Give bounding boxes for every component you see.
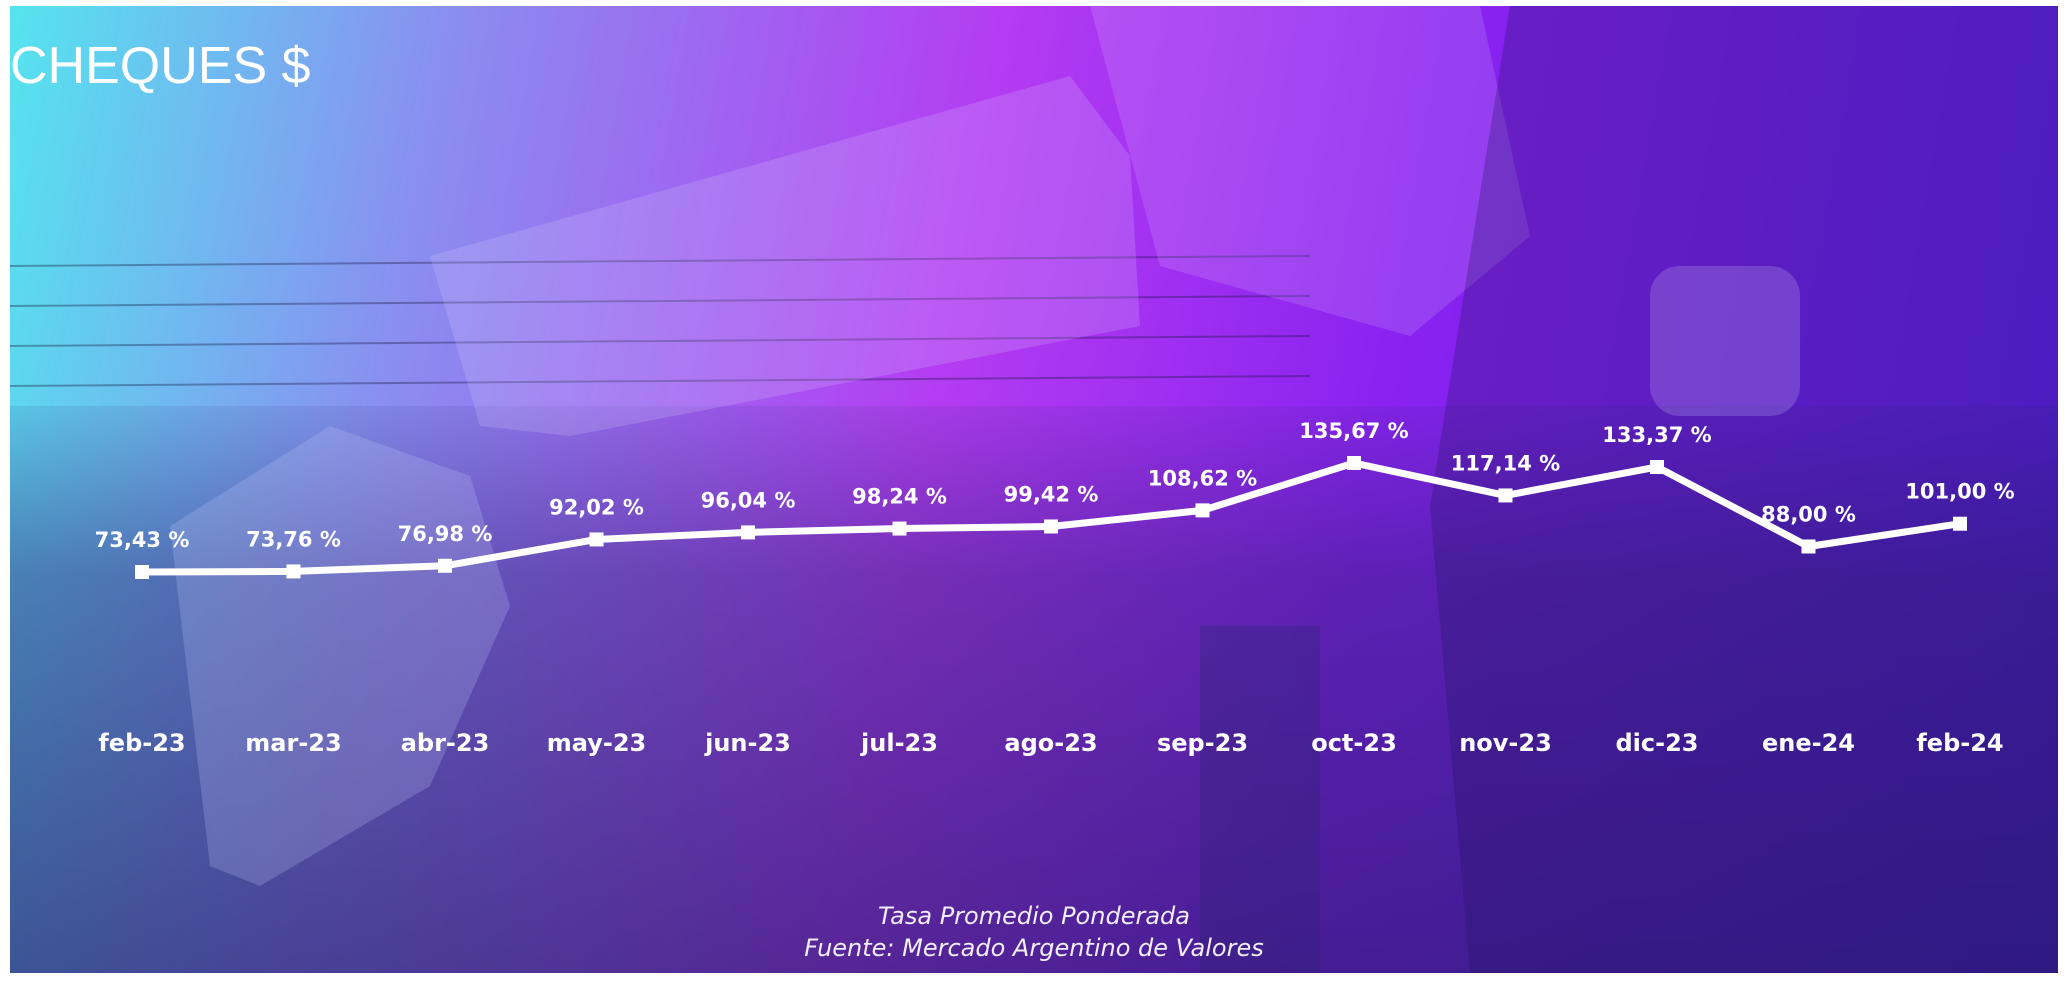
x-tick-label: jul-23 xyxy=(860,729,938,757)
data-label: 101,00 % xyxy=(1905,480,2014,504)
x-tick-label: feb-23 xyxy=(98,729,185,757)
data-point-marker xyxy=(1498,488,1513,503)
excavator-bucket xyxy=(170,426,510,886)
line-chart: 73,43 % 73,76 % 76,98 % 92,02 % 96,04 % 98,24… xyxy=(95,419,2015,757)
excavator-light xyxy=(1650,266,1800,416)
data-point-marker xyxy=(286,564,301,579)
data-label: 73,43 % xyxy=(95,528,190,552)
data-point-marker xyxy=(438,558,452,573)
data-label: 117,14 % xyxy=(1451,451,1560,475)
data-label: 92,02 % xyxy=(549,495,644,519)
series-line xyxy=(138,459,1964,576)
excavator-illustration xyxy=(10,6,2058,973)
excavator-boom xyxy=(1090,6,1530,336)
data-label: 108,62 % xyxy=(1148,466,1257,490)
data-point-marker xyxy=(741,525,755,540)
x-tick-label: feb-24 xyxy=(1916,729,2003,757)
data-label: 96,04 % xyxy=(701,488,796,512)
support-post xyxy=(1200,626,1320,973)
data-point-marker xyxy=(1347,456,1361,470)
data-point-marker xyxy=(589,532,604,547)
data-point-marker xyxy=(1195,503,1210,518)
footnote-rate-note: Tasa Promedio Ponderada xyxy=(878,902,1190,930)
chart-title: CHEQUES $ xyxy=(10,37,311,95)
x-tick-label: may-23 xyxy=(547,729,646,757)
x-tick-label: jun-23 xyxy=(704,729,791,757)
x-tick-label: oct-23 xyxy=(1311,729,1397,757)
data-point-marker xyxy=(1953,516,1967,531)
x-tick-label: ago-23 xyxy=(1004,729,1097,757)
x-tick-label: ene-24 xyxy=(1762,729,1855,757)
data-label: 99,42 % xyxy=(1004,482,1099,506)
data-point-marker xyxy=(135,565,149,579)
x-tick-label: abr-23 xyxy=(401,729,490,757)
data-label: 76,98 % xyxy=(398,522,493,546)
excavator-arm xyxy=(430,76,1140,436)
data-label: 73,76 % xyxy=(246,527,341,551)
x-tick-label: mar-23 xyxy=(245,729,341,757)
data-point-marker xyxy=(1801,539,1816,554)
markers-group xyxy=(135,456,1967,579)
background-photo-panel: 73,43 % 73,76 % 76,98 % 92,02 % 96,04 % 98,24… xyxy=(10,6,2058,973)
x-tick-label: nov-23 xyxy=(1459,729,1552,757)
footnote-source: Fuente: Mercado Argentino de Valores xyxy=(804,934,1264,962)
x-tick-label: sep-23 xyxy=(1157,729,1248,757)
data-label: 88,00 % xyxy=(1761,502,1856,526)
safety-net xyxy=(10,255,1311,387)
data-label: 133,37 % xyxy=(1602,423,1711,447)
excavator-cab xyxy=(1430,6,2058,973)
data-point-marker xyxy=(1650,460,1664,475)
data-label: 135,67 % xyxy=(1299,419,1408,443)
data-labels-group: 73,43 % 73,76 % 76,98 % 92,02 % 96,04 % 98,24… xyxy=(95,419,2015,552)
x-axis-tick-labels: feb-23 mar-23 abr-23 may-23 jun-23 jul-23 ago-… xyxy=(98,729,2003,757)
x-tick-label: dic-23 xyxy=(1616,729,1699,757)
data-point-marker xyxy=(1044,519,1058,534)
data-label: 98,24 % xyxy=(852,485,947,509)
data-point-marker xyxy=(892,521,907,536)
